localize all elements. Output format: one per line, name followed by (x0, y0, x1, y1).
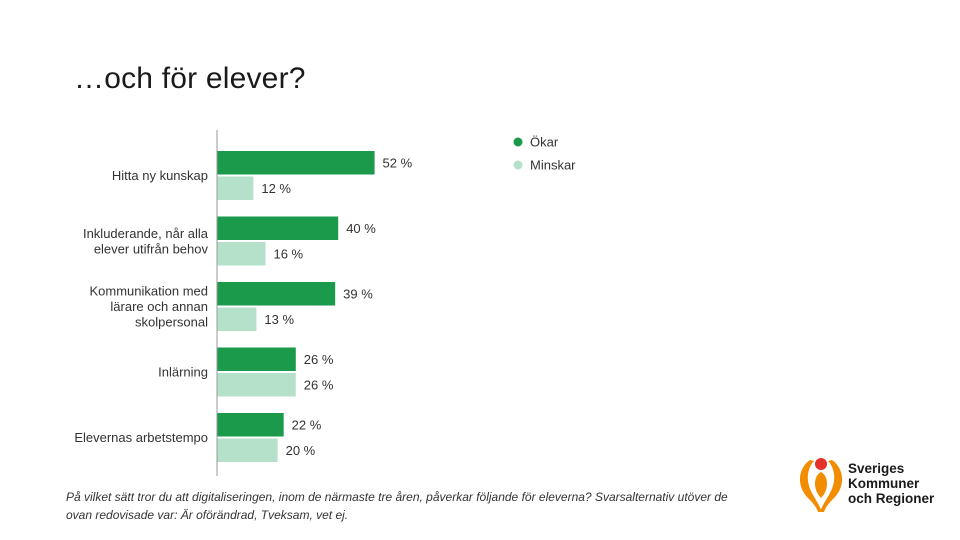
bar-okar-3 (217, 347, 296, 371)
data-label-okar-2: 39 % (343, 286, 373, 301)
category-label-2-0: Kommunikation med (90, 284, 209, 299)
logo-text: Sveriges Kommuner och Regioner (848, 461, 934, 506)
legend-label-minskar: Minskar (530, 158, 576, 173)
data-label-okar-1: 40 % (346, 221, 376, 236)
bar-okar-2 (217, 282, 336, 306)
data-label-minskar-3: 26 % (304, 377, 334, 392)
legend-swatch-okar (513, 137, 523, 147)
category-label-3-0: Inlärning (158, 365, 208, 380)
data-label-okar-3: 26 % (304, 352, 334, 367)
legend-swatch-minskar (513, 160, 523, 170)
bar-okar-0 (217, 151, 375, 175)
category-label-0-0: Hitta ny kunskap (112, 168, 208, 183)
bar-okar-4 (217, 413, 284, 437)
bar-okar-1 (217, 216, 339, 240)
bar-minskar-0 (217, 176, 254, 200)
bar-minskar-1 (217, 242, 266, 266)
skr-logo-icon (799, 458, 843, 512)
logo-line-1: Sveriges (848, 461, 905, 476)
data-label-minskar-2: 13 % (264, 312, 294, 327)
category-label-2-2: skolpersonal (135, 315, 208, 330)
logo-line-3: och Regioner (848, 491, 935, 506)
data-label-minskar-0: 12 % (261, 181, 291, 196)
logo-line-2: Kommuner (848, 476, 920, 491)
bar-minskar-2 (217, 307, 257, 331)
page-title: …och för elever? (74, 62, 306, 95)
skr-logo: Sveriges Kommuner och Regioner (796, 452, 946, 514)
data-label-okar-0: 52 % (383, 155, 413, 170)
bar-minskar-3 (217, 373, 296, 397)
category-label-4-0: Elevernas arbetstempo (74, 430, 208, 445)
category-label-2-1: lärare och annan (110, 299, 208, 314)
footnote: På vilket sätt tror du att digitaliserin… (66, 490, 728, 522)
category-label-1-0: Inkluderande, når alla (83, 226, 209, 241)
data-label-minskar-1: 16 % (273, 246, 303, 261)
bar-minskar-4 (217, 438, 278, 462)
data-label-minskar-4: 20 % (286, 443, 316, 458)
category-label-1-1: elever utifrån behov (94, 241, 209, 256)
data-label-okar-4: 22 % (292, 417, 322, 432)
legend-label-okar: Ökar (530, 135, 559, 150)
